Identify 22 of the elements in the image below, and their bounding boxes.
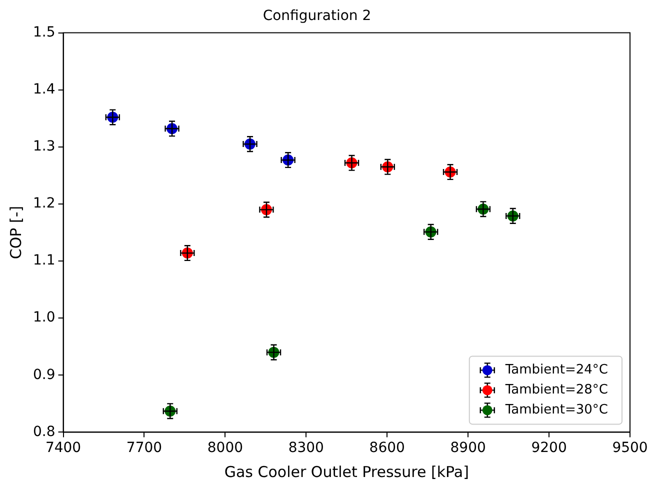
y-tick-label: 0.9 <box>33 366 56 383</box>
x-tick-label: 9500 <box>612 440 648 456</box>
legend-label: Tambient=28°C <box>504 382 608 398</box>
x-tick-label: 8000 <box>207 440 244 456</box>
x-tick-label: 9200 <box>531 440 567 456</box>
y-tick-label: 1.4 <box>33 82 56 98</box>
x-axis-title: Gas Cooler Outlet Pressure [kPa] <box>224 462 469 481</box>
x-tick-label: 7400 <box>45 440 82 456</box>
y-tick-label: 1.5 <box>33 24 56 40</box>
x-tick-label: 8900 <box>450 440 486 456</box>
y-tick-label: 1.2 <box>33 196 56 212</box>
chart-title: Configuration 2 <box>262 8 372 24</box>
y-tick-label: 0.8 <box>33 424 56 440</box>
x-tick-label: 7700 <box>126 440 162 456</box>
x-tick-label: 8600 <box>369 440 405 456</box>
y-axis-title: COP [-] <box>6 206 25 260</box>
y-tick-label: 1.1 <box>33 252 56 269</box>
y-tick-label: 1.0 <box>33 310 56 326</box>
y-tick-label: 1.3 <box>33 138 56 155</box>
legend-label: Tambient=24°C <box>504 362 608 378</box>
x-tick-label: 8300 <box>288 440 324 456</box>
legend-label: Tambient=30°C <box>504 402 608 418</box>
